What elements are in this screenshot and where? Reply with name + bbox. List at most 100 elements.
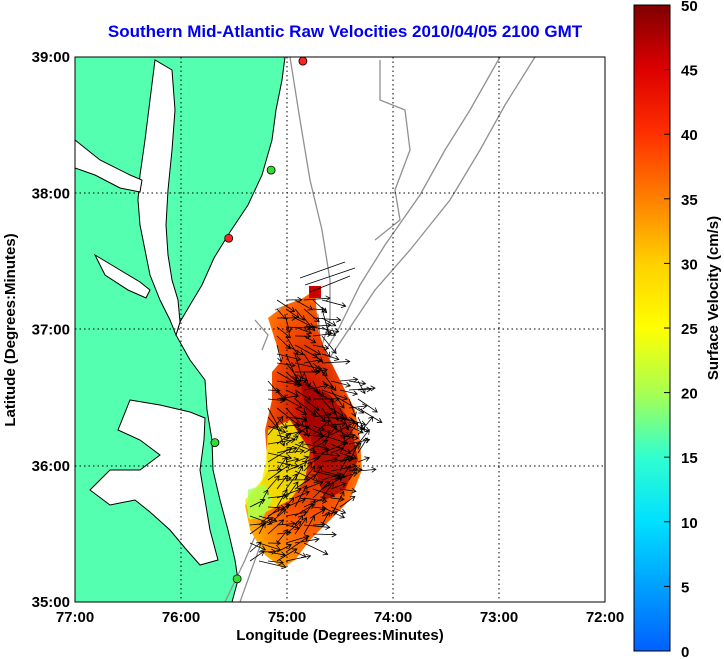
velocity-arrow-head <box>352 463 358 470</box>
velocity-arrow <box>321 299 346 307</box>
velocity-arrow <box>267 452 292 459</box>
velocity-arrow <box>299 261 346 279</box>
velocity-arrow-head <box>293 435 299 441</box>
velocity-arrow-head <box>303 536 309 542</box>
velocity-arrow <box>285 511 308 517</box>
velocity-arrow-head <box>357 467 363 473</box>
station-marker <box>298 56 308 66</box>
velocity-arrow-head <box>310 499 316 506</box>
velocity-arrow <box>303 434 324 437</box>
velocity-arrow-head <box>298 373 304 380</box>
velocity-arrow <box>321 344 331 358</box>
velocity-arrow <box>321 371 337 391</box>
velocity-arrow-head <box>330 321 337 327</box>
velocity-arrow <box>267 560 284 564</box>
velocity-arrow-head <box>267 517 274 523</box>
velocity-arrow <box>285 450 305 454</box>
x-tick-label: 77:00 <box>56 609 94 626</box>
velocity-arrow <box>303 335 316 344</box>
velocity-arrow-head <box>371 466 377 473</box>
velocity-arrow-head <box>352 467 358 474</box>
velocity-arrow-head <box>342 394 349 401</box>
velocity-arrow <box>303 398 320 411</box>
velocity-arrow <box>276 529 289 544</box>
velocity-arrow <box>276 497 295 517</box>
velocity-arrow <box>348 422 359 436</box>
velocity-arrow <box>312 407 326 422</box>
velocity-arrow <box>276 489 288 508</box>
velocity-arrow-head <box>281 563 287 570</box>
velocity-arrow-head <box>289 306 296 313</box>
velocity-arrow-head <box>331 385 337 392</box>
velocity-arrow-head <box>298 440 304 447</box>
velocity-arrow <box>267 398 285 402</box>
velocity-arrow-head <box>296 487 302 493</box>
graticule <box>75 57 605 602</box>
velocity-arrow-head <box>293 481 299 488</box>
velocity-arrow <box>303 500 316 517</box>
velocity-arrow-head <box>341 421 347 427</box>
colorbar-label: Surface Velocity (cm/s) <box>705 216 722 380</box>
velocity-arrow-head <box>344 425 350 431</box>
velocity-arrow-head <box>295 355 302 362</box>
velocity-arrow-head <box>301 517 308 523</box>
x-tick-label: 72:00 <box>586 609 624 626</box>
velocity-arrow-head <box>322 550 329 556</box>
colorbar-tick-label: 30 <box>681 256 698 273</box>
velocity-arrow <box>348 380 366 385</box>
velocity-arrow <box>339 389 358 395</box>
velocity-arrow-head <box>328 481 334 488</box>
velocity-arrow <box>330 425 350 437</box>
velocity-arrow <box>285 371 301 386</box>
velocity-arrow <box>303 359 322 364</box>
velocity-arrows <box>249 261 383 570</box>
plot-frame <box>74 56 606 603</box>
velocity-arrow <box>303 353 317 373</box>
velocity-arrow-head <box>368 416 374 422</box>
y-tick-label: 35:00 <box>32 594 70 611</box>
velocity-arrow-head <box>286 447 293 453</box>
velocity-arrow-head <box>336 472 343 478</box>
velocity-arrow-head <box>316 465 322 472</box>
velocity-arrow-head <box>337 476 344 482</box>
velocity-arrow-head <box>278 559 285 566</box>
velocity-arrow <box>303 439 328 454</box>
velocity-arrow-head <box>292 473 298 480</box>
velocity-arrow <box>312 362 328 377</box>
velocity-arrow-head <box>322 383 329 390</box>
velocity-arrow-head <box>279 440 286 447</box>
velocity-arrow-head <box>310 474 317 480</box>
velocity-arrow <box>312 419 330 436</box>
colorbar-tick-label: 40 <box>681 127 698 144</box>
velocity-arrow <box>321 482 334 499</box>
velocity-arrow-head <box>322 444 328 451</box>
velocity-arrow-head <box>353 421 359 428</box>
velocity-arrow <box>294 425 309 436</box>
velocity-arrow <box>294 308 305 321</box>
velocity-arrow <box>276 344 282 362</box>
velocity-arrow <box>303 524 330 528</box>
velocity-field <box>245 261 383 570</box>
x-tick-label: 76:00 <box>162 609 200 626</box>
velocity-arrow-head <box>321 307 328 314</box>
velocity-arrow <box>321 470 346 478</box>
velocity-arrow <box>267 519 284 535</box>
velocity-arrow-head <box>263 489 269 495</box>
velocity-arrow-head <box>280 551 286 558</box>
velocity-arrow <box>294 299 313 311</box>
velocity-arrow-head <box>320 496 326 502</box>
velocity-arrow <box>267 475 280 490</box>
velocity-arrow <box>267 551 286 556</box>
velocity-arrow-head <box>319 509 326 515</box>
velocity-arrow <box>339 496 356 508</box>
velocity-arrow-head <box>362 437 368 443</box>
velocity-arrow <box>357 416 374 436</box>
velocity-arrow <box>267 425 286 433</box>
velocity-arrow <box>267 416 278 429</box>
velocity-arrow <box>285 555 311 562</box>
velocity-arrow <box>312 430 331 445</box>
velocity-arrow-head <box>349 421 356 427</box>
velocity-arrow-head <box>285 463 291 469</box>
velocity-arrow-head <box>276 467 283 473</box>
